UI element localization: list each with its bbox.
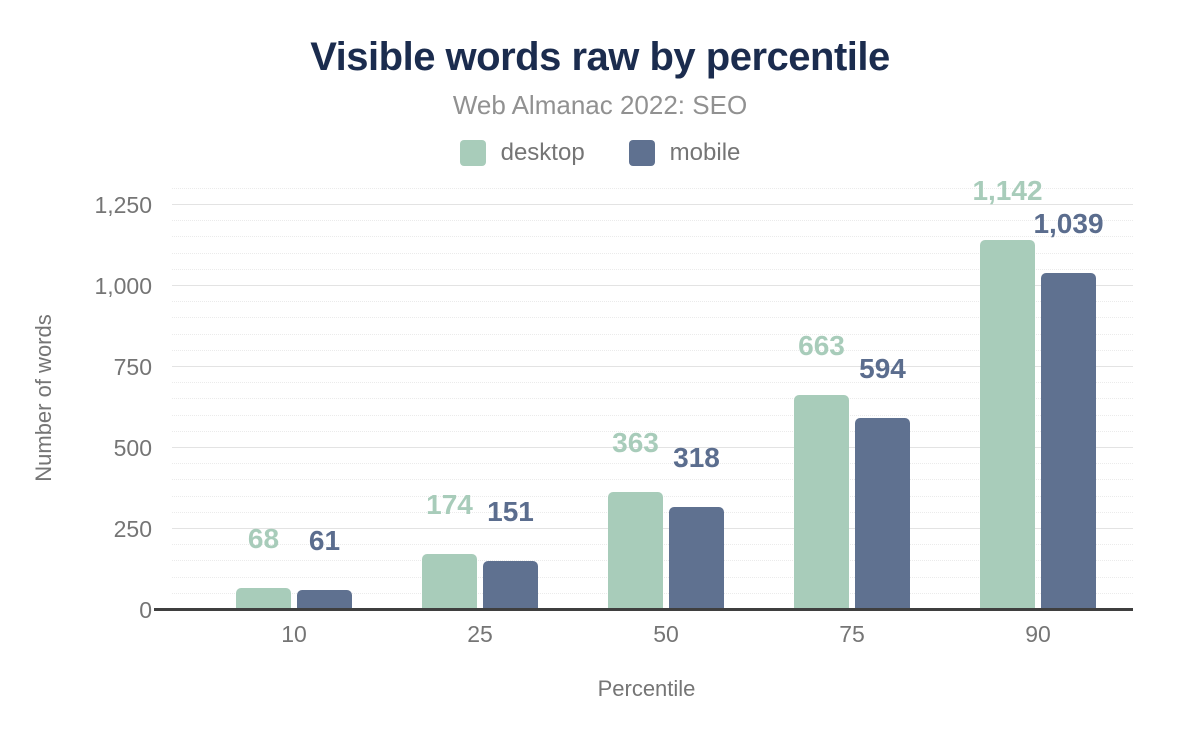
gridline-minor — [172, 349, 1133, 351]
gridline-minor — [172, 187, 1133, 189]
gridline-minor — [172, 479, 1133, 481]
gridline-major — [172, 366, 1133, 367]
mobile-swatch-icon — [628, 140, 655, 166]
gridline-minor — [172, 414, 1133, 416]
bar-value-desktop-p10: 68 — [247, 523, 280, 554]
bar-value-mobile-p75: 594 — [859, 353, 906, 384]
gridline-minor — [172, 220, 1133, 222]
bar-desktop-p10[interactable] — [236, 588, 291, 610]
bar-mobile-p90[interactable] — [1041, 273, 1096, 610]
gridline-major — [172, 285, 1133, 286]
y-tick-label: 1,250 — [94, 192, 152, 218]
y-tick-label: 1,000 — [94, 273, 152, 299]
desktop-swatch-icon — [459, 140, 486, 166]
bar-value-desktop-p50: 363 — [612, 427, 659, 458]
gridline-major — [172, 204, 1133, 205]
gridline-minor — [172, 333, 1133, 335]
bar-desktop-p75[interactable] — [794, 395, 849, 610]
bar-mobile-p50[interactable] — [669, 507, 724, 610]
chart-title: Visible words raw by percentile — [310, 35, 890, 79]
y-tick-label: 750 — [113, 354, 152, 380]
legend-label-mobile: mobile — [669, 139, 741, 166]
bar-mobile-p25[interactable] — [483, 561, 538, 610]
x-axis-line — [154, 608, 1133, 611]
bar-value-mobile-p10: 61 — [308, 525, 341, 556]
bar-desktop-p25[interactable] — [422, 554, 477, 610]
bar-value-mobile-p90: 1,039 — [1033, 208, 1104, 239]
legend-item-mobile: mobile — [628, 139, 741, 167]
x-tick-label: 10 — [281, 621, 307, 647]
gridline-minor — [172, 382, 1133, 384]
gridline-minor — [172, 236, 1133, 238]
bar-mobile-p10[interactable] — [297, 590, 352, 610]
gridline-minor — [172, 430, 1133, 432]
gridline-major — [172, 447, 1133, 448]
y-tick-label: 0 — [139, 597, 152, 623]
gridline-minor — [172, 463, 1133, 465]
legend-label-desktop: desktop — [500, 139, 585, 166]
bar-value-mobile-p25: 151 — [487, 496, 534, 527]
gridline-minor — [172, 268, 1133, 270]
gridline-minor — [172, 317, 1133, 319]
bar-value-desktop-p75: 663 — [798, 330, 845, 361]
y-axis-title: Number of words — [31, 314, 56, 482]
x-tick-label: 90 — [1025, 621, 1051, 647]
bar-mobile-p75[interactable] — [855, 418, 910, 610]
bar-value-desktop-p90: 1,142 — [972, 175, 1043, 206]
x-tick-label: 50 — [653, 621, 679, 647]
legend: desktop mobile — [0, 138, 1200, 168]
bar-value-desktop-p25: 174 — [426, 489, 473, 520]
y-tick-label: 250 — [113, 516, 152, 542]
x-axis-title: Percentile — [597, 676, 696, 701]
x-tick-label: 25 — [467, 621, 493, 647]
y-tick-label: 500 — [113, 435, 152, 461]
bar-desktop-p90[interactable] — [980, 240, 1035, 610]
gridline-minor — [172, 301, 1133, 303]
chart-subtitle: Web Almanac 2022: SEO — [452, 90, 748, 120]
bar-desktop-p50[interactable] — [608, 492, 663, 610]
x-tick-label: 75 — [839, 621, 865, 647]
gridline-minor — [172, 252, 1133, 254]
bar-value-mobile-p50: 318 — [673, 442, 720, 473]
gridline-minor — [172, 398, 1133, 400]
plot-area: 68 61 174 151 363 318 663 594 1,142 1,039 — [154, 175, 1133, 611]
legend-item-desktop: desktop — [459, 139, 585, 167]
